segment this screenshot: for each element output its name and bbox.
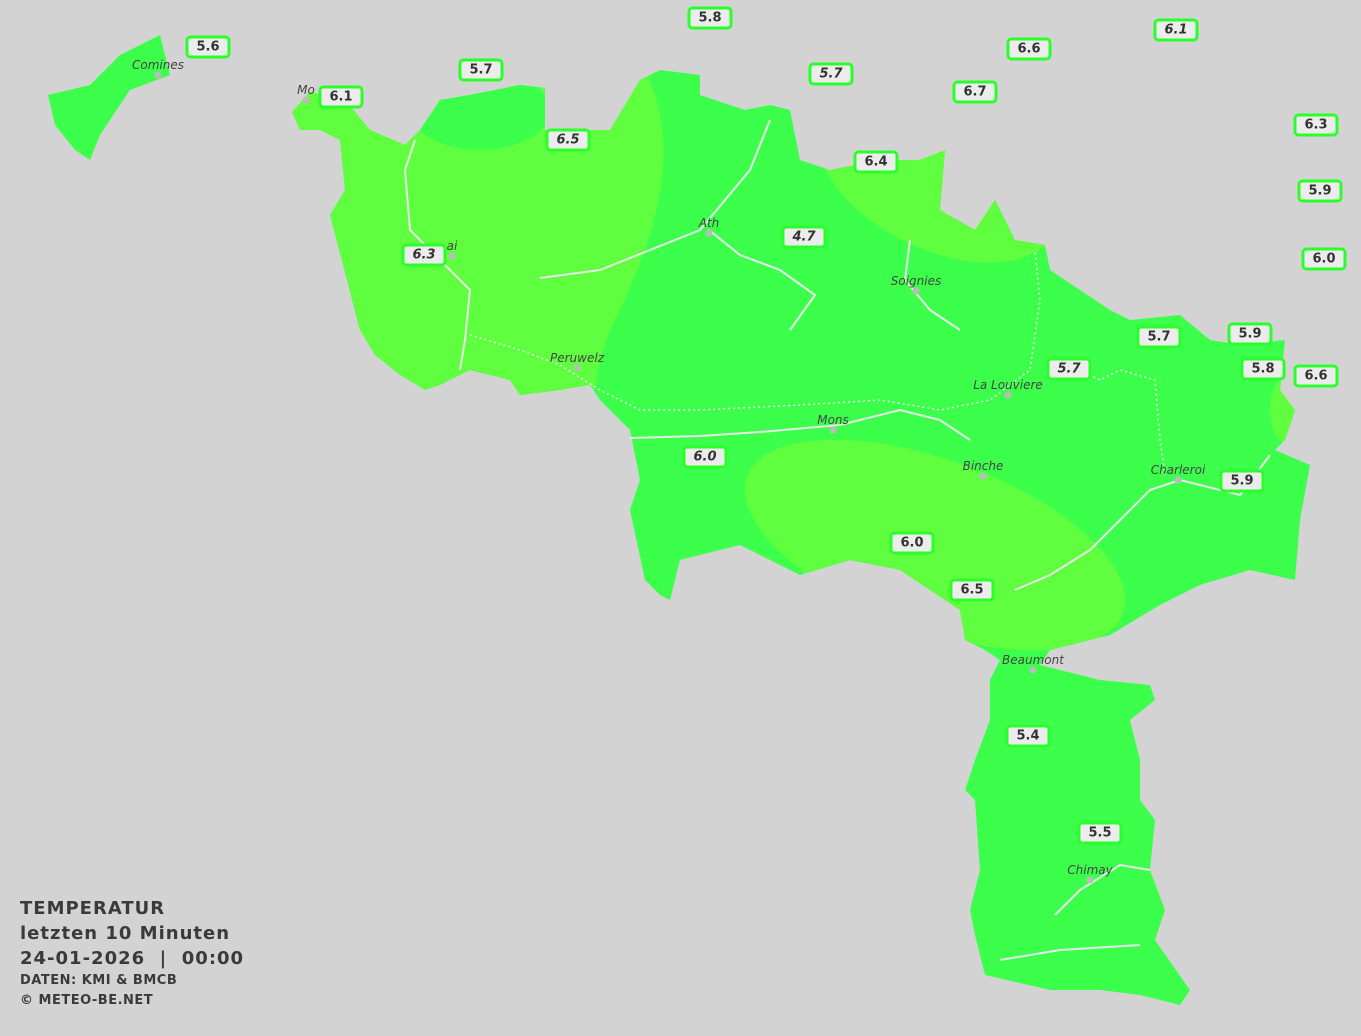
station-temperature-label[interactable]: 6.0 bbox=[889, 531, 935, 555]
station-temperature-label[interactable]: 6.1 bbox=[318, 85, 364, 109]
city-marker bbox=[302, 96, 310, 104]
station-temperature-label[interactable]: 6.3 bbox=[1293, 113, 1339, 137]
station-temperature-label[interactable]: 5.8 bbox=[687, 6, 733, 30]
station-temperature-label[interactable]: 6.6 bbox=[1293, 364, 1339, 388]
station-temperature-label[interactable]: 6.1 bbox=[1153, 18, 1199, 42]
city-label: Peruwelz bbox=[550, 351, 604, 365]
station-temperature-label[interactable]: 6.7 bbox=[952, 80, 998, 104]
station-temperature-label[interactable]: 5.6 bbox=[185, 35, 231, 59]
station-temperature-label[interactable]: 5.7 bbox=[1136, 325, 1182, 349]
station-temperature-label[interactable]: 5.9 bbox=[1297, 179, 1343, 203]
city-label: Comines bbox=[132, 58, 184, 72]
map-legend: TEMPERATUR letzten 10 Minuten 24-01-2026… bbox=[20, 896, 244, 1011]
city-marker bbox=[1174, 476, 1182, 484]
station-temperature-label[interactable]: 6.4 bbox=[853, 150, 899, 174]
station-temperature-label[interactable]: 6.5 bbox=[949, 578, 995, 602]
city-marker bbox=[1004, 391, 1012, 399]
city-marker bbox=[154, 71, 162, 79]
city-marker bbox=[705, 229, 713, 237]
station-temperature-label[interactable]: 5.5 bbox=[1077, 821, 1123, 845]
station-temperature-label[interactable]: 5.7 bbox=[808, 62, 854, 86]
station-temperature-label[interactable]: 5.7 bbox=[1046, 357, 1092, 381]
borders bbox=[469, 249, 1166, 476]
station-temperature-label[interactable]: 5.8 bbox=[1240, 357, 1286, 381]
station-temperature-label[interactable]: 5.4 bbox=[1005, 724, 1051, 748]
legend-title: TEMPERATUR bbox=[20, 898, 166, 919]
station-temperature-label[interactable]: 5.9 bbox=[1219, 469, 1265, 493]
legend-source: DATEN: KMI & BMCB bbox=[20, 973, 178, 988]
legend-datetime: 24-01-2026 | 00:00 bbox=[20, 948, 245, 969]
city-label: Chimay bbox=[1067, 863, 1113, 877]
city-label: Binche bbox=[962, 459, 1004, 473]
station-temperature-label[interactable]: 5.9 bbox=[1227, 322, 1273, 346]
legend-copyright: © METEO-BE.NET bbox=[20, 993, 154, 1008]
station-temperature-label[interactable]: 6.5 bbox=[545, 128, 591, 152]
city-label: ai bbox=[446, 239, 458, 253]
station-temperature-label[interactable]: 6.0 bbox=[1301, 247, 1347, 271]
station-temperature-label[interactable]: 6.6 bbox=[1006, 37, 1052, 61]
city-label: Mo bbox=[297, 83, 315, 97]
station-temperature-label[interactable]: 6.0 bbox=[682, 445, 728, 469]
station-temperature-label[interactable]: 6.3 bbox=[401, 243, 447, 267]
city-label: La Louviere bbox=[973, 378, 1043, 392]
city-marker bbox=[912, 287, 920, 295]
city-label: Mons bbox=[817, 413, 849, 427]
city-marker bbox=[829, 426, 837, 434]
city-marker bbox=[573, 364, 581, 372]
city-label: Beaumont bbox=[1002, 653, 1064, 667]
city-marker bbox=[448, 252, 456, 260]
city-marker bbox=[1086, 876, 1094, 884]
legend-period: letzten 10 Minuten bbox=[20, 923, 231, 944]
city-marker bbox=[979, 472, 987, 480]
station-temperature-label[interactable]: 4.7 bbox=[781, 225, 827, 249]
city-label: Soignies bbox=[890, 274, 942, 288]
city-label: Charleroi bbox=[1150, 463, 1206, 477]
city-marker bbox=[1029, 666, 1037, 674]
rivers bbox=[403, 119, 1271, 961]
station-temperature-label[interactable]: 5.7 bbox=[458, 58, 504, 82]
city-label: Ath bbox=[698, 216, 720, 230]
